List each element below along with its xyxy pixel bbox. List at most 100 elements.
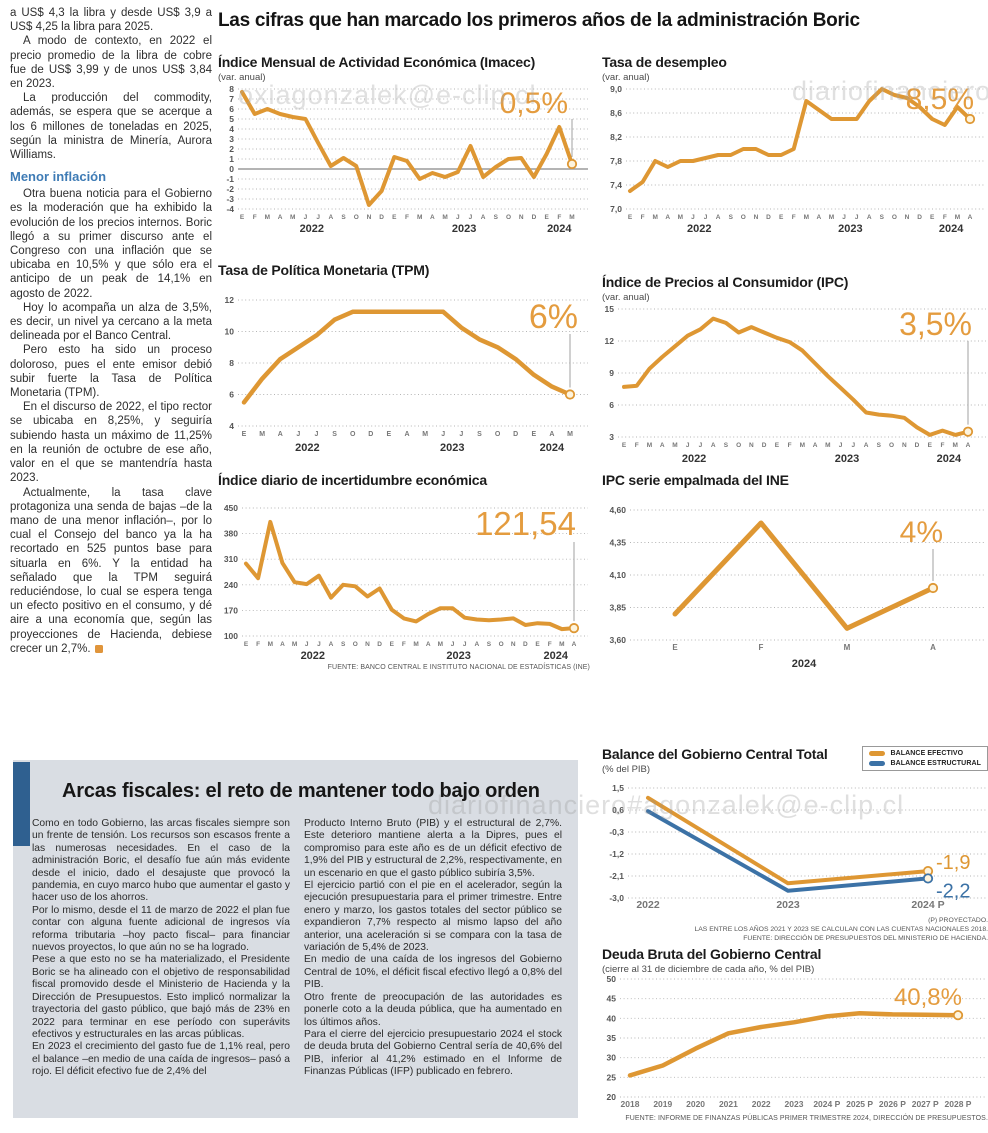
- svg-text:J: J: [451, 641, 455, 648]
- svg-text:A: A: [660, 442, 665, 449]
- svg-text:2024: 2024: [792, 658, 817, 670]
- svg-text:2023: 2023: [446, 650, 470, 662]
- svg-text:2020: 2020: [686, 1099, 705, 1109]
- svg-text:S: S: [494, 214, 499, 221]
- legend-label: BALANCE EFECTIVO: [890, 750, 964, 757]
- svg-text:6: 6: [609, 400, 614, 410]
- svg-text:D: D: [532, 214, 537, 221]
- panel-column-2: Producto Interno Bruto (PIB) y el estruc…: [304, 818, 562, 1079]
- svg-text:30: 30: [607, 1053, 617, 1063]
- svg-text:M: M: [265, 214, 270, 221]
- svg-text:O: O: [495, 431, 501, 438]
- svg-text:2024 P: 2024 P: [813, 1099, 840, 1109]
- deuda-line-chart: 50 45 40 35 30 25 20 2018 2019 2020 2021 2022 2023 20…: [602, 974, 988, 1113]
- paragraph: El ejercicio partió con el pie en el ace…: [304, 880, 562, 954]
- svg-text:7,8: 7,8: [610, 156, 622, 166]
- svg-text:0: 0: [229, 164, 234, 174]
- svg-text:E: E: [531, 431, 536, 438]
- balance-legend: BALANCE EFECTIVO BALANCE ESTRUCTURAL: [862, 746, 988, 771]
- paragraph: Pese a que esto no se ha materializado, …: [32, 954, 290, 1040]
- svg-text:4%: 4%: [900, 516, 943, 549]
- svg-text:2024: 2024: [937, 453, 962, 465]
- svg-text:A: A: [864, 442, 869, 449]
- svg-text:2022: 2022: [752, 1099, 771, 1109]
- svg-text:12: 12: [605, 336, 615, 346]
- svg-text:S: S: [341, 214, 346, 221]
- svg-text:1: 1: [229, 154, 234, 164]
- svg-text:M: M: [417, 214, 422, 221]
- svg-text:F: F: [641, 214, 645, 221]
- svg-text:20: 20: [607, 1092, 617, 1102]
- chart-title: Deuda Bruta del Gobierno Central: [602, 946, 822, 962]
- svg-text:D: D: [766, 214, 771, 221]
- svg-text:J: J: [842, 214, 846, 221]
- svg-text:2021: 2021: [719, 1099, 738, 1109]
- svg-text:2024 P: 2024 P: [911, 899, 944, 911]
- svg-text:F: F: [941, 442, 945, 449]
- svg-text:D: D: [915, 442, 920, 449]
- svg-text:O: O: [354, 214, 359, 221]
- chart-title: Índice diario de incertidumbre económica: [218, 472, 487, 488]
- paragraph: Por lo mismo, desde el 11 de marzo de 20…: [32, 904, 290, 954]
- svg-text:A: A: [474, 641, 479, 648]
- main-headline: Las cifras que han marcado los primeros …: [218, 10, 860, 31]
- paragraph: La producción del commodity, además, se …: [10, 92, 212, 162]
- desempleo-line-chart: 9,0 8,6 8,2 7,8 7,4 7,0 E F M A M J J A S O N D E F M A M J J A S O…: [602, 83, 988, 235]
- incertidumbre-line-chart: 450 380 310 240 170 100 E F M A M J J A S O N D E F M A M J J A S O…: [218, 502, 590, 662]
- svg-text:40,8%: 40,8%: [894, 984, 962, 1011]
- svg-text:2023: 2023: [838, 223, 862, 235]
- svg-text:J: J: [686, 442, 690, 449]
- chart-subtitle: (var. anual): [602, 72, 650, 83]
- svg-text:8,5%: 8,5%: [906, 83, 974, 116]
- svg-text:S: S: [880, 214, 885, 221]
- svg-text:M: M: [800, 442, 805, 449]
- svg-text:2019: 2019: [653, 1099, 672, 1109]
- svg-text:J: J: [469, 214, 473, 221]
- svg-text:N: N: [754, 214, 759, 221]
- svg-text:A: A: [549, 431, 554, 438]
- svg-text:A: A: [813, 442, 818, 449]
- svg-text:-1,2: -1,2: [609, 849, 624, 859]
- svg-text:100: 100: [224, 631, 238, 641]
- chart-deuda: Deuda Bruta del Gobierno Central (cierre…: [602, 946, 988, 1122]
- svg-text:A: A: [426, 641, 431, 648]
- panel-column-1: Como en todo Gobierno, las arcas fiscale…: [32, 818, 290, 1079]
- svg-text:N: N: [749, 442, 754, 449]
- svg-text:F: F: [792, 214, 796, 221]
- svg-text:7: 7: [229, 94, 234, 104]
- svg-text:O: O: [889, 442, 894, 449]
- article-paragraphs: a US$ 4,3 la libra y desde US$ 3,9 a US$…: [10, 6, 212, 162]
- paragraph: (P) PROYECTADO.: [928, 917, 988, 924]
- ipc-ine-line-chart: 4,60 4,35 4,10 3,85 3,60 E F M A 2024 4%: [602, 502, 988, 670]
- svg-text:A: A: [278, 431, 283, 438]
- svg-text:F: F: [635, 442, 639, 449]
- svg-text:2022: 2022: [300, 223, 324, 235]
- svg-text:N: N: [367, 214, 372, 221]
- svg-text:J: J: [855, 214, 859, 221]
- svg-text:E: E: [392, 214, 397, 221]
- svg-text:0,5%: 0,5%: [500, 87, 568, 120]
- svg-text:E: E: [244, 641, 249, 648]
- svg-text:D: D: [368, 431, 373, 438]
- svg-text:50: 50: [607, 975, 617, 984]
- svg-text:M: M: [678, 214, 683, 221]
- svg-text:8,6: 8,6: [610, 108, 622, 118]
- svg-text:-3: -3: [226, 194, 234, 204]
- svg-text:J: J: [463, 641, 467, 648]
- svg-text:380: 380: [224, 529, 238, 539]
- chart-title: IPC serie empalmada del INE: [602, 472, 789, 488]
- svg-text:O: O: [892, 214, 897, 221]
- svg-text:J: J: [304, 214, 308, 221]
- svg-text:J: J: [296, 431, 300, 438]
- chart-subtitle: (% del PIB): [602, 764, 651, 775]
- svg-text:M: M: [268, 641, 273, 648]
- svg-text:-2,2: -2,2: [936, 880, 970, 902]
- svg-text:M: M: [292, 641, 297, 648]
- svg-text:F: F: [788, 442, 792, 449]
- fiscal-panel: [13, 760, 578, 1118]
- chart-desempleo: Tasa de desempleo (var. anual) 9,0 8,6 8,2…: [602, 54, 988, 235]
- source-note: FUENTE: BANCO CENTRAL E INSTITUTO NACION…: [327, 664, 590, 671]
- svg-text:A: A: [665, 214, 670, 221]
- panel-accent-bar: [13, 762, 30, 846]
- svg-text:N: N: [365, 641, 370, 648]
